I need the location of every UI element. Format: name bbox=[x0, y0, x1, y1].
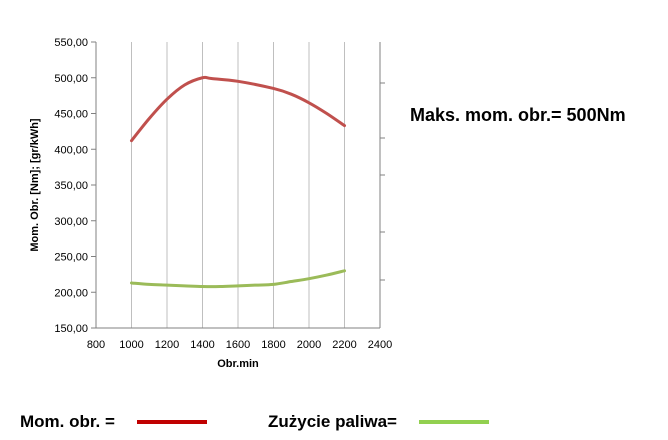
torque-series-line bbox=[130, 75, 346, 143]
data-series bbox=[130, 75, 346, 289]
x-tick-label: 1200 bbox=[155, 339, 179, 351]
x-tick-label: 800 bbox=[87, 339, 105, 351]
x-axis-label: Obr.min bbox=[217, 358, 259, 370]
legend-label-torque: Mom. obr. = bbox=[20, 412, 115, 431]
legend-swatch-torque bbox=[136, 420, 207, 424]
x-tick-label: 1400 bbox=[190, 339, 214, 351]
x-tick-label: 2200 bbox=[332, 339, 356, 351]
x-tick-label: 2400 bbox=[368, 339, 392, 351]
legend-label-fuel: Zużycie paliwa= bbox=[268, 412, 397, 431]
y-tick-label: 200,00 bbox=[54, 287, 88, 299]
x-tick-label: 1600 bbox=[226, 339, 250, 351]
max-torque-annotation: Maks. mom. obr.= 500Nm bbox=[410, 105, 626, 125]
x-tick-label: 2000 bbox=[297, 339, 321, 351]
legend-item-fuel: Zużycie paliwa= bbox=[268, 410, 489, 434]
y-tick-label: 150,00 bbox=[54, 323, 88, 335]
y-axis-label: Mom. Obr. [Nm]; [gr/kWh] bbox=[29, 118, 41, 252]
tick-labels: 800 1000 1200 1400 1600 1800 2000 2200 2400 150,0… bbox=[54, 37, 392, 351]
fuel-series-line bbox=[130, 269, 346, 289]
y-tick-label: 400,00 bbox=[54, 144, 88, 156]
x-tick-label: 1800 bbox=[261, 339, 285, 351]
x-tick-label: 1000 bbox=[119, 339, 143, 351]
legend-item-torque: Mom. obr. = bbox=[20, 410, 207, 434]
axes bbox=[91, 41, 385, 329]
legend-swatch-fuel bbox=[418, 420, 489, 424]
y-tick-label: 250,00 bbox=[54, 252, 88, 264]
y-tick-label: 550,00 bbox=[54, 37, 88, 49]
y-tick-label: 450,00 bbox=[54, 109, 88, 121]
y-tick-label: 300,00 bbox=[54, 216, 88, 228]
y-tick-label: 500,00 bbox=[54, 73, 88, 85]
y-tick-label: 350,00 bbox=[54, 180, 88, 192]
